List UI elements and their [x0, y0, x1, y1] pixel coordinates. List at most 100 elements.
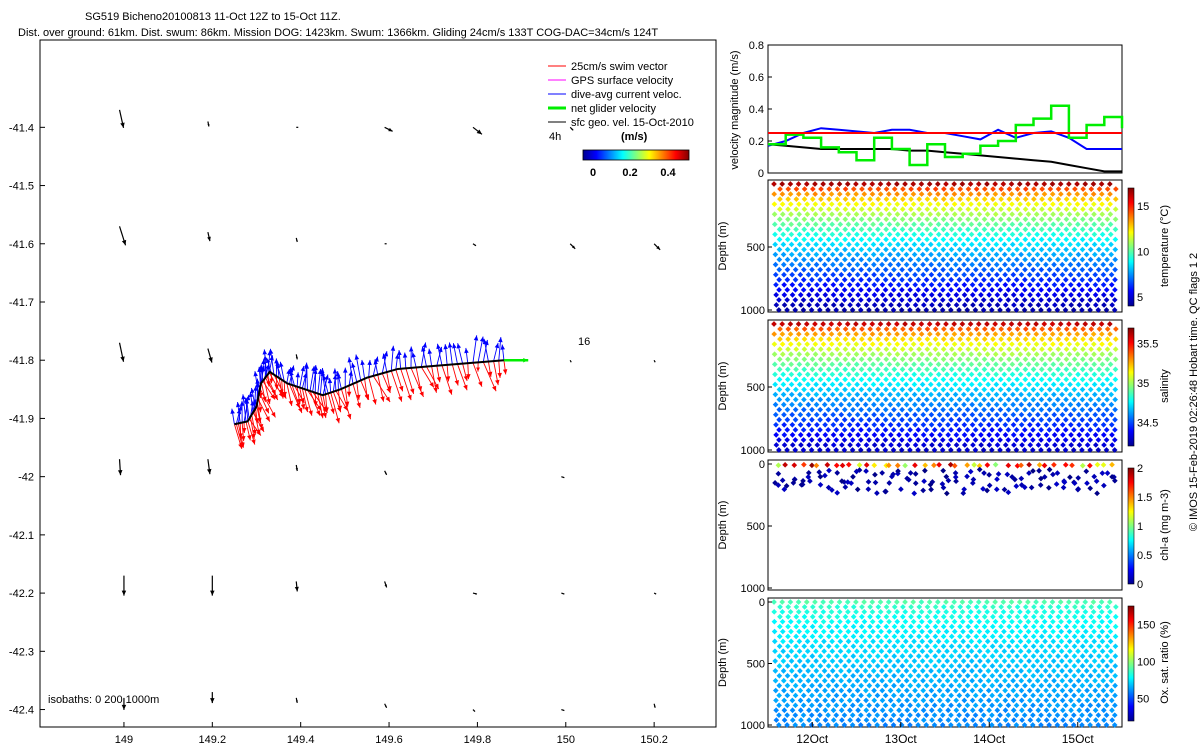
profile-point [870, 231, 877, 238]
profile-point [1030, 206, 1037, 213]
dac-vector [241, 394, 247, 422]
profile-point [1010, 251, 1016, 258]
profile-point [836, 331, 843, 337]
profile-point [1035, 281, 1041, 288]
profile-point [871, 292, 878, 298]
surface-vector [295, 464, 299, 472]
profile-point [838, 421, 845, 428]
profile-point [1082, 211, 1089, 218]
profile-point [891, 196, 898, 202]
profile-point [862, 221, 868, 228]
profile-point [792, 416, 799, 423]
profile-point [803, 181, 810, 187]
swim-vector [282, 381, 287, 397]
profile-point [1030, 216, 1037, 223]
profile-point [940, 266, 946, 273]
profile-point [1063, 196, 1070, 202]
profile-point [920, 261, 926, 268]
profile-point [961, 271, 967, 278]
profile-point [1054, 287, 1061, 293]
profile-point [826, 346, 832, 353]
profile-point [777, 196, 783, 202]
profile-point [825, 386, 832, 393]
profile-point [1014, 236, 1020, 243]
dac-vector [351, 362, 358, 383]
profile-point [1005, 246, 1012, 253]
swim-vector [241, 422, 246, 442]
profile-point [1107, 211, 1114, 218]
profile-point [869, 181, 876, 187]
profile-point [1051, 281, 1058, 288]
map-x-tick-label: 149 [115, 734, 133, 746]
profile-point [957, 216, 963, 223]
profile-point [863, 292, 870, 298]
dac-vector [275, 363, 283, 380]
profile-point [985, 231, 991, 238]
profile-point [997, 256, 1004, 263]
profile-point [885, 181, 892, 187]
profile-point [809, 226, 816, 233]
profile-point [847, 292, 853, 298]
dac-vector [244, 398, 250, 419]
profile-point [850, 186, 857, 192]
surface-vector [296, 126, 299, 128]
profile-point [809, 326, 816, 332]
profile-point [940, 226, 947, 233]
profile-point [878, 221, 885, 228]
map-x-tick-label: 150.2 [640, 734, 668, 746]
profile-point [1087, 307, 1093, 313]
map-x-tick-label: 149.8 [464, 734, 492, 746]
track-line [234, 359, 505, 426]
profile-point [1046, 276, 1053, 283]
profile-point [781, 432, 788, 438]
profile-point [997, 226, 1004, 233]
profile-point [842, 216, 849, 223]
profile-point [923, 266, 930, 273]
profile-point [895, 271, 902, 278]
profile-point [1071, 246, 1078, 253]
profile-point [899, 196, 906, 202]
profile-point [793, 206, 800, 213]
profile-point [969, 281, 976, 288]
profile-point [817, 427, 823, 433]
profile-point [1092, 281, 1099, 288]
profile-point [1104, 246, 1110, 253]
profile-point [1079, 307, 1085, 313]
profile-point [820, 181, 826, 187]
profile-point [1099, 241, 1106, 248]
dac-vector [237, 405, 243, 424]
map-y-tick-label: -41.9 [9, 413, 34, 425]
profile-point [940, 196, 947, 202]
profile-point [883, 246, 889, 253]
dac-vector [250, 387, 257, 409]
profile-point [776, 216, 783, 223]
profile-point [961, 261, 967, 268]
profile-point [1079, 226, 1086, 233]
profile-point [771, 351, 778, 358]
profile-point [841, 427, 848, 433]
profile-point [858, 226, 865, 233]
profile-point [809, 236, 816, 243]
profile-point [784, 236, 791, 243]
profile-point [776, 366, 783, 373]
profile-point [985, 251, 992, 258]
profile-point [784, 307, 790, 313]
profile-point [805, 281, 812, 288]
profile-point [833, 427, 840, 433]
profile-point [833, 396, 840, 403]
profile-point [948, 297, 954, 303]
profile-point [788, 391, 795, 398]
surface-vector [472, 126, 483, 135]
profile-point [1062, 307, 1069, 313]
surface-vector [561, 708, 565, 712]
profile-point [797, 292, 804, 298]
profile-point [830, 281, 837, 288]
profile-point [894, 201, 901, 207]
profile-point [828, 341, 835, 347]
profile-point [918, 181, 925, 187]
profile-tick-label: 500 [747, 242, 765, 254]
profile-point [890, 307, 897, 313]
profile-point [809, 196, 816, 202]
colorbar-tick-label: 10 [1137, 247, 1149, 259]
